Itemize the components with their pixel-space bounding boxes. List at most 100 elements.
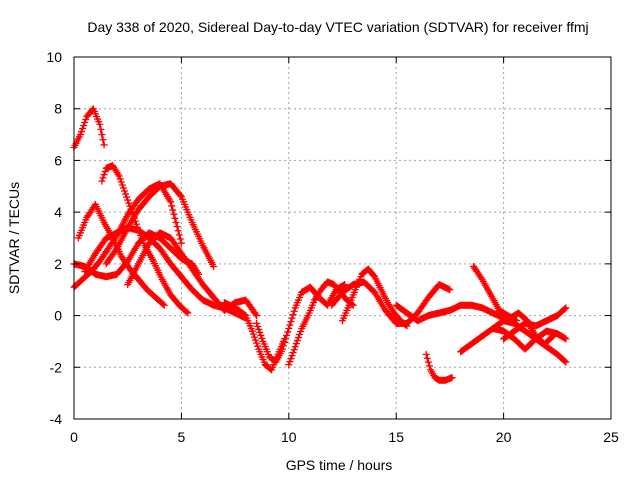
data-point xyxy=(252,310,260,318)
data-point xyxy=(548,333,556,341)
data-point xyxy=(253,319,261,327)
data-point xyxy=(112,246,120,254)
data-point xyxy=(184,309,192,317)
series-track-15 xyxy=(422,350,456,384)
data-point xyxy=(258,334,266,342)
data-point xyxy=(248,327,256,335)
x-tick-label: 15 xyxy=(388,429,404,445)
data-point xyxy=(115,172,123,180)
y-tick-label: 10 xyxy=(46,49,62,65)
data-point xyxy=(296,331,304,339)
data-point xyxy=(210,262,218,270)
data-point xyxy=(79,125,87,133)
data-point xyxy=(423,354,431,362)
data-point xyxy=(562,335,570,343)
data-point xyxy=(290,307,298,315)
y-axis-label: SDTVAR / TECUs xyxy=(6,182,22,294)
data-point xyxy=(123,193,131,201)
data-point xyxy=(253,312,261,320)
data-point xyxy=(100,171,108,179)
data-point xyxy=(286,358,294,366)
data-point xyxy=(297,328,305,336)
series-track-20 xyxy=(506,309,557,348)
data-point xyxy=(98,131,106,139)
data-point xyxy=(249,330,257,338)
data-point xyxy=(160,301,168,309)
data-point xyxy=(254,322,262,330)
data-point xyxy=(120,187,128,195)
data-point xyxy=(256,328,264,336)
data-point xyxy=(448,374,456,382)
data-point xyxy=(446,286,454,294)
data-point xyxy=(100,141,108,149)
chart-title: Day 338 of 2020, Sidereal Day-to-day VTE… xyxy=(87,19,588,35)
data-point xyxy=(255,325,263,333)
series-track-10 xyxy=(253,281,349,366)
series-track-8 xyxy=(124,229,261,320)
data-point xyxy=(116,175,124,183)
x-tick-label: 0 xyxy=(70,429,78,445)
y-tick-label: 0 xyxy=(54,308,62,324)
data-point xyxy=(341,281,349,289)
x-tick-label: 5 xyxy=(178,429,186,445)
data-point xyxy=(279,342,287,350)
data-point xyxy=(176,191,184,199)
data-point xyxy=(170,210,178,218)
data-point xyxy=(290,346,298,354)
data-point xyxy=(282,335,290,343)
data-point xyxy=(176,235,184,243)
data-point xyxy=(288,314,296,322)
data-point xyxy=(168,202,176,210)
data-point xyxy=(425,362,433,370)
y-tick-label: 6 xyxy=(54,152,62,168)
data-point xyxy=(122,190,130,198)
y-tick-label: 8 xyxy=(54,101,62,117)
series-track-7 xyxy=(102,180,218,270)
data-point xyxy=(422,350,430,358)
data-point xyxy=(283,331,291,339)
data-point xyxy=(174,227,182,235)
data-point xyxy=(278,345,286,353)
data-point xyxy=(293,337,301,345)
series-track-1 xyxy=(70,105,108,151)
data-point xyxy=(81,119,89,127)
data-point xyxy=(253,339,261,347)
data-point xyxy=(80,122,88,130)
data-point xyxy=(289,349,297,357)
y-tick-label: -4 xyxy=(50,411,63,427)
data-point xyxy=(285,361,293,369)
data-point xyxy=(254,342,262,350)
plot-frame xyxy=(73,56,612,420)
data-point xyxy=(287,318,295,326)
data-point xyxy=(175,231,183,239)
data-point xyxy=(118,181,126,189)
series-track-14 xyxy=(392,301,508,325)
data-point xyxy=(159,300,167,308)
data-point xyxy=(125,199,133,207)
data-point xyxy=(173,223,181,231)
x-tick-label: 25 xyxy=(603,429,619,445)
data-point xyxy=(101,167,109,175)
data-series xyxy=(70,105,570,384)
data-point xyxy=(124,196,132,204)
data-point xyxy=(252,336,260,344)
data-point xyxy=(288,352,296,360)
data-point xyxy=(294,334,302,342)
data-point xyxy=(119,184,127,192)
y-tick-label: 2 xyxy=(54,256,62,272)
data-point xyxy=(169,206,177,214)
data-point xyxy=(117,178,125,186)
data-point xyxy=(561,305,569,313)
data-point xyxy=(287,355,295,363)
data-point xyxy=(477,274,485,282)
data-point xyxy=(424,358,432,366)
data-point xyxy=(250,333,258,341)
data-point xyxy=(561,357,569,365)
data-point xyxy=(285,325,293,332)
data-point xyxy=(82,115,90,123)
data-point xyxy=(284,328,292,336)
data-point xyxy=(183,308,191,316)
data-point xyxy=(562,358,570,366)
x-tick-label: 10 xyxy=(281,429,297,445)
